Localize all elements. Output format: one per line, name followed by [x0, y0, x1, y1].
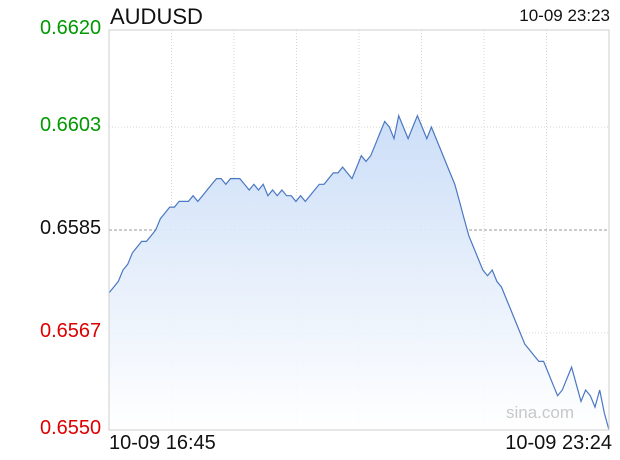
chart-title: AUDUSD: [110, 4, 203, 29]
watermark: sina.com: [506, 403, 575, 422]
y-tick-label: 0.6603: [40, 114, 102, 137]
x-tick-label-end: 10-09 23:24: [505, 432, 612, 454]
y-tick-label: 0.6620: [40, 17, 102, 39]
price-line: [108, 113, 610, 431]
y-tick-label: 0.6550: [40, 417, 102, 439]
x-tick-label-start: 10-09 16:45: [109, 432, 216, 454]
y-tick-label: 0.6585: [40, 217, 102, 239]
price-area: [109, 115, 609, 430]
y-tick-label: 0.6567: [40, 319, 102, 342]
timestamp: 10-09 23:23: [519, 6, 610, 25]
plot-frame: [108, 29, 610, 431]
